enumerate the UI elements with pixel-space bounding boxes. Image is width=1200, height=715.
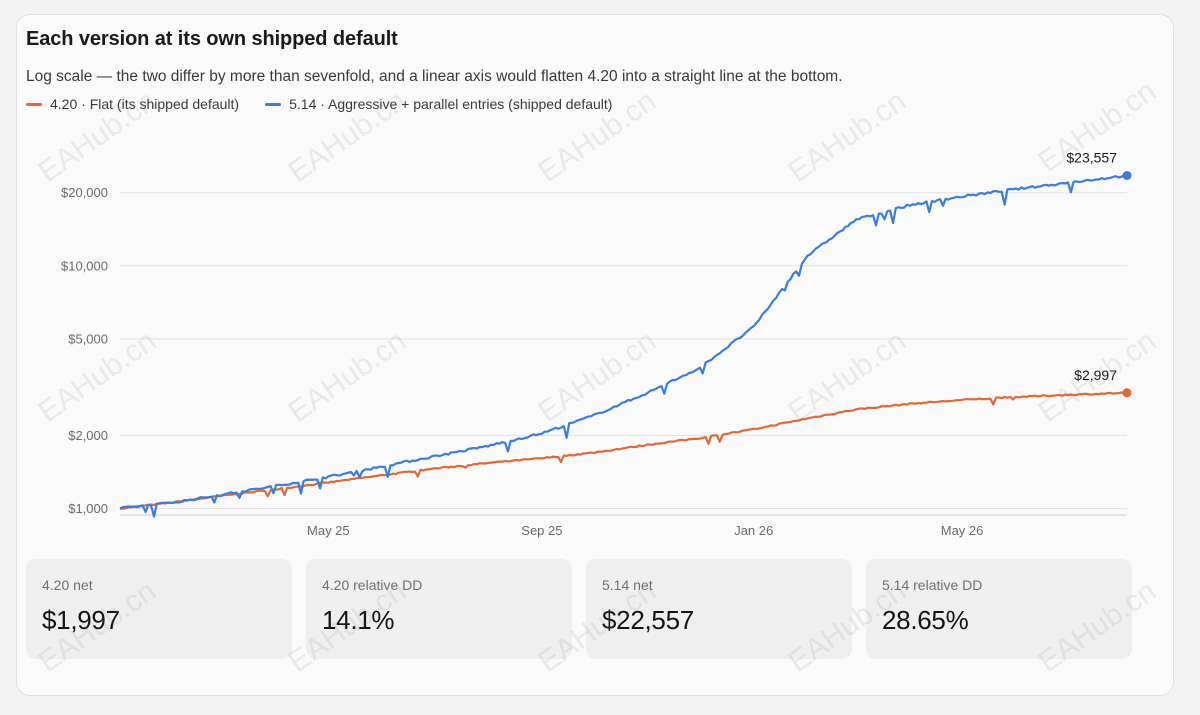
y-tick-label: $10,000	[61, 258, 108, 273]
stat-card-5-14-dd: 5.14 relative DD 28.65%	[866, 559, 1132, 659]
y-tick-label: $5,000	[68, 331, 108, 346]
x-tick-label: May 26	[941, 523, 984, 538]
stat-value: 14.1%	[322, 605, 395, 635]
stat-label: 5.14 net	[602, 577, 653, 593]
end-point-5-14[interactable]	[1122, 170, 1132, 180]
legend-label-5-14: 5.14 · Aggressive + parallel entries (sh…	[289, 96, 613, 112]
stat-label: 4.20 relative DD	[322, 577, 423, 593]
legend-swatch-4-20	[26, 102, 42, 106]
stat-card-4-20-dd: 4.20 relative DD 14.1%	[306, 559, 572, 659]
y-tick-label: $20,000	[61, 185, 108, 200]
end-point-4-20[interactable]	[1122, 388, 1132, 398]
stats-row: 4.20 net $1,997 4.20 relative DD 14.1% 5…	[26, 559, 1132, 659]
stat-value: 28.65%	[882, 605, 969, 635]
y-tick-label: $2,000	[68, 428, 108, 443]
chart-legend: 4.20 · Flat (its shipped default) 5.14 ·…	[26, 96, 612, 112]
legend-item-4-20[interactable]: 4.20 · Flat (its shipped default)	[26, 96, 239, 112]
x-tick-label: Jan 26	[734, 523, 773, 538]
stat-label: 5.14 relative DD	[882, 577, 983, 593]
series-line-4-20[interactable]	[119, 391, 1128, 510]
stat-card-5-14-net: 5.14 net $22,557	[586, 559, 852, 659]
legend-swatch-5-14	[265, 102, 282, 106]
legend-item-5-14[interactable]: 5.14 · Aggressive + parallel entries (sh…	[265, 96, 612, 112]
end-value-label-5-14: $23,557	[1066, 149, 1117, 165]
chart-title: Each version at its own shipped default	[26, 28, 398, 50]
x-tick-label: May 25	[307, 523, 350, 538]
equity-line-chart: $1,000 $2,000 $5,000 $10,000 $20,000 May 25 Se…	[61, 149, 1132, 538]
end-value-label-4-20: $2,997	[1074, 367, 1117, 383]
chart-subtitle: Log scale — the two differ by more than …	[26, 68, 843, 85]
legend-label-4-20: 4.20 · Flat (its shipped default)	[50, 96, 240, 112]
stat-card-4-20-net: 4.20 net $1,997	[26, 559, 292, 659]
series-line-5-14[interactable]	[119, 173, 1128, 518]
stat-value: $1,997	[42, 605, 120, 635]
stat-label: 4.20 net	[42, 577, 93, 593]
y-tick-label: $1,000	[68, 501, 108, 516]
stat-value: $22,557	[602, 605, 694, 635]
x-tick-label: Sep 25	[521, 523, 562, 538]
